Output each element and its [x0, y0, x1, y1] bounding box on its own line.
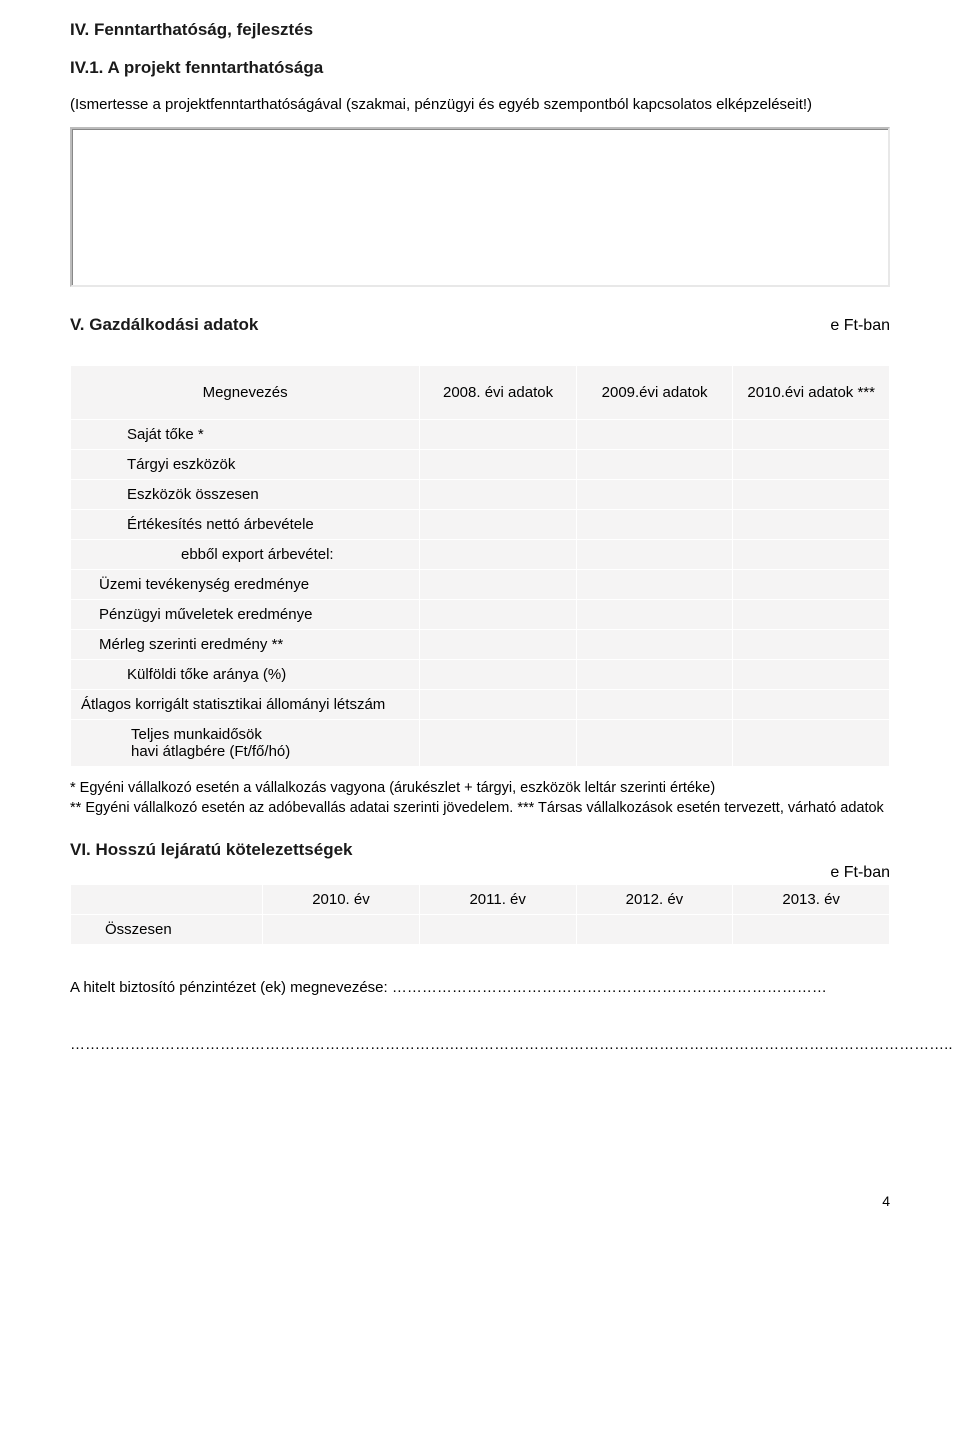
row-label: Saját tőke * — [71, 420, 420, 450]
table-row: ebből export árbevétel: — [71, 540, 890, 570]
col-2008: 2008. évi adatok — [420, 366, 577, 420]
row-label: Átlagos korrigált statisztikai állományi… — [71, 690, 420, 720]
cell — [420, 660, 577, 690]
cell — [733, 915, 890, 945]
section6-title: VI. Hosszú lejáratú kötelezettségek — [70, 840, 890, 860]
table-row: Pénzügyi műveletek eredménye — [71, 600, 890, 630]
section4-sub: IV.1. A projekt fenntarthatósága — [70, 58, 890, 78]
section5-footnote: * Egyéni vállalkozó esetén a vállalkozás… — [70, 779, 890, 818]
cell — [420, 480, 577, 510]
cell — [576, 720, 733, 767]
section5-table: Megnevezés 2008. évi adatok 2009.évi ada… — [70, 365, 890, 767]
cell — [733, 660, 890, 690]
cell — [733, 480, 890, 510]
cell — [420, 600, 577, 630]
table-row: Saját tőke * — [71, 420, 890, 450]
row-label: Üzemi tevékenység eredménye — [71, 570, 420, 600]
table-row: Külföldi tőke aránya (%) — [71, 660, 890, 690]
cell — [733, 690, 890, 720]
table-row: Összesen — [71, 915, 890, 945]
col-2011: 2011. év — [419, 885, 576, 915]
cell — [420, 630, 577, 660]
section6-header-row: 2010. év 2011. év 2012. év 2013. év — [71, 885, 890, 915]
cell — [733, 720, 890, 767]
section5-header-row: Megnevezés 2008. évi adatok 2009.évi ada… — [71, 366, 890, 420]
cell — [420, 420, 577, 450]
table-row: Üzemi tevékenység eredménye — [71, 570, 890, 600]
cell — [576, 540, 733, 570]
col-2009: 2009.évi adatok — [576, 366, 733, 420]
blank-header — [71, 885, 263, 915]
col-megnevezes: Megnevezés — [71, 366, 420, 420]
cell — [576, 630, 733, 660]
cell — [733, 600, 890, 630]
table-row: Eszközök összesen — [71, 480, 890, 510]
row-label: Mérleg szerinti eredmény ** — [71, 630, 420, 660]
cell — [420, 540, 577, 570]
cell — [576, 570, 733, 600]
section4-textarea[interactable] — [70, 127, 890, 287]
cell — [420, 510, 577, 540]
trailing-dots: ………………………………………………………………….……………………………………… — [70, 1036, 890, 1053]
row-label: Külföldi tőke aránya (%) — [71, 660, 420, 690]
cell — [576, 660, 733, 690]
cell — [420, 570, 577, 600]
row-label: ebből export árbevétel: — [71, 540, 420, 570]
section5-tbody: Saját tőke * Tárgyi eszközök Eszközök ös… — [71, 420, 890, 767]
row-label: Tárgyi eszközök — [71, 450, 420, 480]
cell — [576, 450, 733, 480]
closing-line: A hitelt biztosító pénzintézet (ek) megn… — [70, 979, 890, 996]
col-2012: 2012. év — [576, 885, 733, 915]
row-label: Teljes munkaidősök havi átlagbére (Ft/fő… — [71, 720, 420, 767]
table-row: Tárgyi eszközök — [71, 450, 890, 480]
table-row: Teljes munkaidősök havi átlagbére (Ft/fő… — [71, 720, 890, 767]
cell — [419, 915, 576, 945]
table-row: Mérleg szerinti eredmény ** — [71, 630, 890, 660]
section6-table: 2010. év 2011. év 2012. év 2013. év Össz… — [70, 884, 890, 945]
section4-instruction: (Ismertesse a projektfenntarthatóságával… — [70, 96, 890, 113]
table-row: Értékesítés nettó árbevétele — [71, 510, 890, 540]
cell — [576, 480, 733, 510]
col-2010: 2010. év — [263, 885, 420, 915]
cell — [420, 720, 577, 767]
row-label: Értékesítés nettó árbevétele — [71, 510, 420, 540]
cell — [733, 510, 890, 540]
col-2010: 2010.évi adatok *** — [733, 366, 890, 420]
cell — [576, 600, 733, 630]
cell — [733, 630, 890, 660]
cell — [576, 420, 733, 450]
row-label: Pénzügyi műveletek eredménye — [71, 600, 420, 630]
cell — [263, 915, 420, 945]
section6-unit: e Ft-ban — [830, 864, 890, 881]
cell — [733, 540, 890, 570]
row-label: Eszközök összesen — [71, 480, 420, 510]
cell — [733, 420, 890, 450]
section5-title: V. Gazdálkodási adatok — [70, 315, 258, 335]
cell — [420, 690, 577, 720]
section5-unit: e Ft-ban — [830, 317, 890, 335]
page-number: 4 — [70, 1193, 890, 1209]
table-row: Átlagos korrigált statisztikai állományi… — [71, 690, 890, 720]
cell — [733, 450, 890, 480]
cell — [576, 510, 733, 540]
cell — [420, 450, 577, 480]
cell — [576, 690, 733, 720]
col-2013: 2013. év — [733, 885, 890, 915]
section4-title: IV. Fenntarthatóság, fejlesztés — [70, 20, 890, 40]
cell — [733, 570, 890, 600]
cell — [576, 915, 733, 945]
row-osszesen: Összesen — [71, 915, 263, 945]
